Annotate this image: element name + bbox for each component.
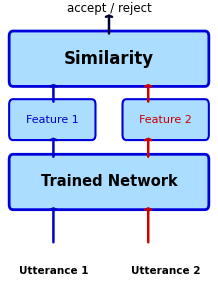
Text: Feature 1: Feature 1 — [26, 115, 79, 125]
Text: Similarity: Similarity — [64, 50, 154, 68]
Text: Feature 2: Feature 2 — [139, 115, 192, 125]
Text: Trained Network: Trained Network — [41, 175, 177, 189]
Text: accept / reject: accept / reject — [67, 2, 151, 15]
FancyBboxPatch shape — [9, 31, 209, 86]
Text: Utterance 2: Utterance 2 — [131, 266, 200, 276]
FancyBboxPatch shape — [9, 154, 209, 210]
FancyBboxPatch shape — [123, 99, 209, 140]
Text: Utterance 1: Utterance 1 — [19, 266, 88, 276]
FancyBboxPatch shape — [9, 99, 95, 140]
